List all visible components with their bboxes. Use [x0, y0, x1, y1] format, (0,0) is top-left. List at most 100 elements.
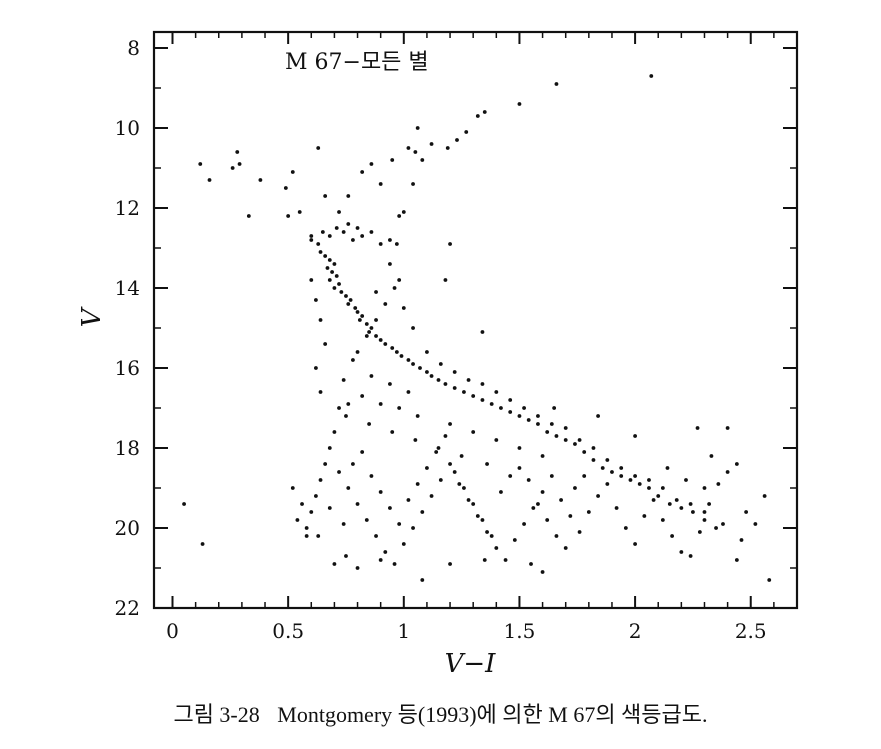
- data-point: [674, 498, 679, 502]
- data-point: [448, 242, 452, 246]
- data-point: [355, 350, 360, 354]
- data-point: [734, 558, 739, 562]
- data-point: [554, 82, 559, 86]
- data-point: [346, 486, 351, 490]
- data-point: [554, 534, 559, 538]
- data-point: [522, 522, 526, 526]
- data-point: [351, 358, 355, 362]
- y-tick-label: 10: [115, 116, 140, 140]
- data-point: [679, 550, 684, 554]
- data-point: [411, 526, 415, 530]
- data-point: [554, 434, 559, 438]
- data-point: [378, 490, 383, 494]
- data-point: [327, 234, 332, 238]
- data-point: [697, 530, 702, 534]
- data-point: [517, 414, 522, 418]
- data-point: [485, 530, 489, 534]
- data-point: [610, 470, 614, 474]
- data-point: [552, 406, 557, 410]
- data-point: [323, 462, 328, 466]
- data-point: [353, 306, 358, 310]
- data-point: [325, 266, 330, 270]
- data-point: [369, 326, 374, 330]
- data-point: [346, 302, 351, 306]
- data-point: [508, 398, 513, 402]
- data-point: [286, 214, 291, 218]
- data-point: [522, 406, 526, 410]
- data-point: [367, 422, 372, 426]
- data-point: [415, 126, 420, 130]
- data-point: [360, 314, 365, 318]
- data-point: [649, 74, 654, 78]
- data-point: [309, 278, 314, 282]
- data-point: [531, 506, 536, 510]
- data-point: [309, 238, 314, 242]
- data-point: [549, 422, 554, 426]
- x-axis-ticks: 0 0.5 1 1.5 2 2.5: [166, 32, 775, 643]
- data-point: [591, 458, 596, 462]
- data-point: [517, 466, 522, 470]
- data-point: [434, 450, 439, 454]
- y-tick-label: 14: [115, 276, 140, 300]
- data-point: [406, 146, 411, 150]
- data-point: [596, 494, 600, 498]
- data-point: [438, 362, 443, 366]
- data-point: [499, 490, 503, 494]
- data-point: [320, 230, 325, 234]
- data-point: [360, 450, 365, 454]
- data-point: [374, 318, 378, 322]
- y-tick-label: 22: [115, 596, 140, 620]
- data-point: [691, 510, 695, 514]
- data-point: [413, 438, 418, 442]
- data-point: [619, 466, 624, 470]
- data-point: [318, 318, 323, 322]
- data-point: [344, 414, 348, 418]
- data-point: [397, 214, 402, 218]
- data-point: [334, 226, 339, 230]
- data-point: [418, 366, 422, 370]
- data-point: [494, 438, 499, 442]
- data-point: [688, 502, 693, 506]
- data-point: [455, 138, 459, 142]
- data-point: [744, 510, 749, 514]
- data-point: [464, 130, 469, 134]
- x-tick-label: 1.5: [504, 619, 536, 643]
- data-point: [327, 446, 332, 450]
- data-point: [406, 390, 411, 394]
- data-point: [563, 426, 568, 430]
- data-point: [540, 454, 545, 458]
- data-point: [290, 170, 295, 174]
- data-point: [559, 498, 563, 502]
- data-point: [642, 514, 647, 518]
- data-point: [429, 494, 434, 498]
- data-point: [357, 318, 362, 322]
- data-point: [413, 150, 418, 154]
- data-point: [462, 390, 466, 394]
- data-point: [369, 374, 374, 378]
- data-point: [355, 226, 360, 230]
- data-point: [526, 478, 531, 482]
- data-point: [383, 302, 388, 306]
- data-point: [300, 502, 304, 506]
- data-point: [573, 442, 577, 446]
- data-point: [582, 450, 587, 454]
- data-point: [582, 474, 587, 478]
- data-point: [207, 178, 212, 182]
- data-point: [466, 498, 471, 502]
- data-point: [390, 158, 395, 162]
- data-point: [425, 370, 429, 374]
- data-point: [512, 538, 517, 542]
- data-point: [360, 170, 365, 174]
- data-point: [695, 426, 700, 430]
- data-point: [332, 562, 337, 566]
- data-point: [351, 238, 355, 242]
- data-point: [235, 150, 240, 154]
- y-tick-label: 16: [115, 356, 140, 380]
- data-point: [508, 474, 513, 478]
- data-point: [573, 486, 577, 490]
- data-point: [337, 406, 341, 410]
- data-point: [341, 230, 346, 234]
- color-magnitude-diagram: 0 0.5 1 1.5 2 2.5 8 10 12 14 16 18 20 22 M 67−모든 별 V…: [77, 30, 799, 679]
- data-point: [420, 510, 425, 514]
